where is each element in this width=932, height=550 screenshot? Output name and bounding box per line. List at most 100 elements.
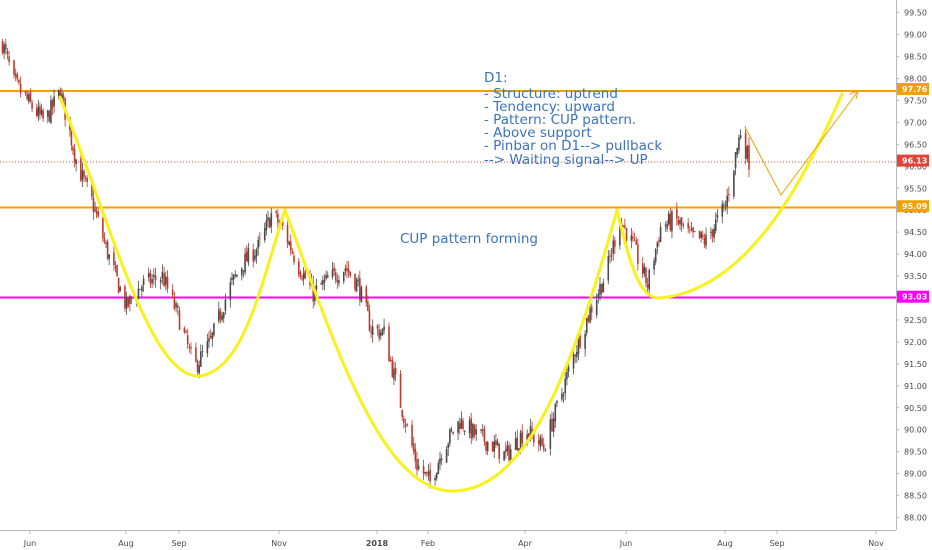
candle-body (51, 99, 54, 108)
price-badge-label: 97.76 (902, 85, 928, 94)
candle-body (491, 441, 494, 452)
candle-body (690, 228, 693, 230)
candle-body (151, 279, 153, 284)
candle-body (153, 275, 155, 278)
candle-body (391, 359, 394, 377)
candle-body (232, 274, 235, 280)
price-tick-label: 92.00 (904, 338, 927, 347)
time-tick-label: Jun (619, 539, 633, 548)
time-tick-label: Aug (118, 539, 134, 548)
candle-body (682, 224, 685, 226)
price-axis[interactable]: 99.50 99.00 98.50 98.00 97.50 97.00 96.50 96.00… (896, 0, 929, 530)
candle-body (600, 283, 603, 294)
candle-body (738, 137, 740, 151)
candle-body (470, 418, 473, 439)
time-axis[interactable]: Jun Aug Sep Nov 2018 Feb Apr Jun Aug Sep Nov (0, 530, 896, 548)
price-tick-label: 89.50 (904, 448, 927, 457)
candle-body (48, 110, 51, 122)
candle-body (347, 269, 350, 273)
candle-body (213, 323, 215, 336)
candle-body (368, 310, 371, 331)
candle-body (201, 351, 204, 353)
candle-body (677, 219, 680, 225)
candle-body (468, 420, 471, 434)
candle-body (92, 197, 95, 213)
candle-body (117, 278, 120, 294)
price-axis-ticks: 99.50 99.00 98.50 98.00 97.50 97.00 96.50 96.00… (896, 9, 927, 523)
candle-body (221, 315, 223, 321)
candle-body (698, 230, 701, 239)
candle-body (334, 272, 337, 281)
candle-body (108, 254, 110, 259)
candle-body (483, 428, 486, 442)
projection-arrow-head (849, 90, 859, 100)
candle-body (277, 213, 279, 223)
candle-body (3, 44, 5, 54)
candle-body (493, 441, 496, 452)
candle-body (127, 297, 130, 307)
candle-body (124, 286, 126, 309)
candle-body (47, 110, 49, 117)
candle-body (244, 253, 246, 273)
candle-body (344, 268, 347, 272)
candle-body (624, 225, 626, 228)
candle-body (403, 418, 405, 424)
candle-body (381, 329, 384, 335)
candle-body (509, 449, 512, 460)
candle-body (496, 441, 499, 446)
note-line-0: D1: (484, 70, 508, 86)
candle-body (301, 278, 303, 280)
candle-body (281, 221, 284, 226)
candle-body (224, 299, 227, 311)
candle-body (633, 239, 636, 241)
candle-body (263, 228, 266, 241)
candle-body (331, 269, 334, 278)
candle-body (434, 477, 436, 481)
candle-body (630, 235, 633, 241)
candle-body (472, 423, 474, 438)
candle-body (275, 211, 278, 214)
candle-body (28, 94, 30, 102)
candle-body (72, 146, 74, 151)
candle-body (268, 218, 271, 229)
candle-body (183, 327, 186, 333)
note-line-3: - Pattern: CUP pattern. (484, 112, 636, 128)
price-tick-label: 90.00 (904, 426, 927, 435)
price-tick-label: 91.00 (904, 382, 927, 391)
candle-body (688, 230, 691, 231)
candle-body (304, 271, 307, 279)
candle-body (653, 260, 655, 270)
candle-body (8, 56, 10, 63)
candle-body (577, 337, 580, 354)
candle-body (14, 73, 17, 77)
candle-body (439, 458, 441, 464)
candle-body (602, 282, 605, 293)
candle-body (541, 438, 543, 445)
candle-body (485, 441, 487, 451)
candle-body (667, 213, 670, 225)
price-tick-label: 93.50 (904, 272, 927, 281)
candle-body (175, 303, 177, 308)
candle-body (173, 296, 176, 309)
candle-body (532, 433, 535, 443)
candle-body (147, 272, 150, 278)
candle-body (609, 255, 611, 257)
candle-body (463, 431, 466, 432)
candle-body (404, 424, 407, 427)
price-tick-label: 94.00 (904, 250, 927, 259)
cup-curve-big (283, 208, 619, 493)
candle-body (481, 429, 484, 431)
price-level-badges: 97.76 95.09 93.03 96.13 (897, 83, 929, 303)
candle-body (73, 149, 76, 162)
time-tick-label: Feb (421, 539, 435, 548)
candle-body (265, 220, 268, 231)
candle-body (595, 299, 598, 315)
candle-body (590, 306, 593, 313)
candle-body (62, 95, 65, 98)
candle-body (142, 278, 145, 286)
candle-body (116, 264, 118, 277)
cup-pattern-drawing (58, 92, 844, 493)
price-badge-label: 95.09 (902, 202, 928, 211)
price-tick-label: 96.50 (904, 140, 927, 149)
